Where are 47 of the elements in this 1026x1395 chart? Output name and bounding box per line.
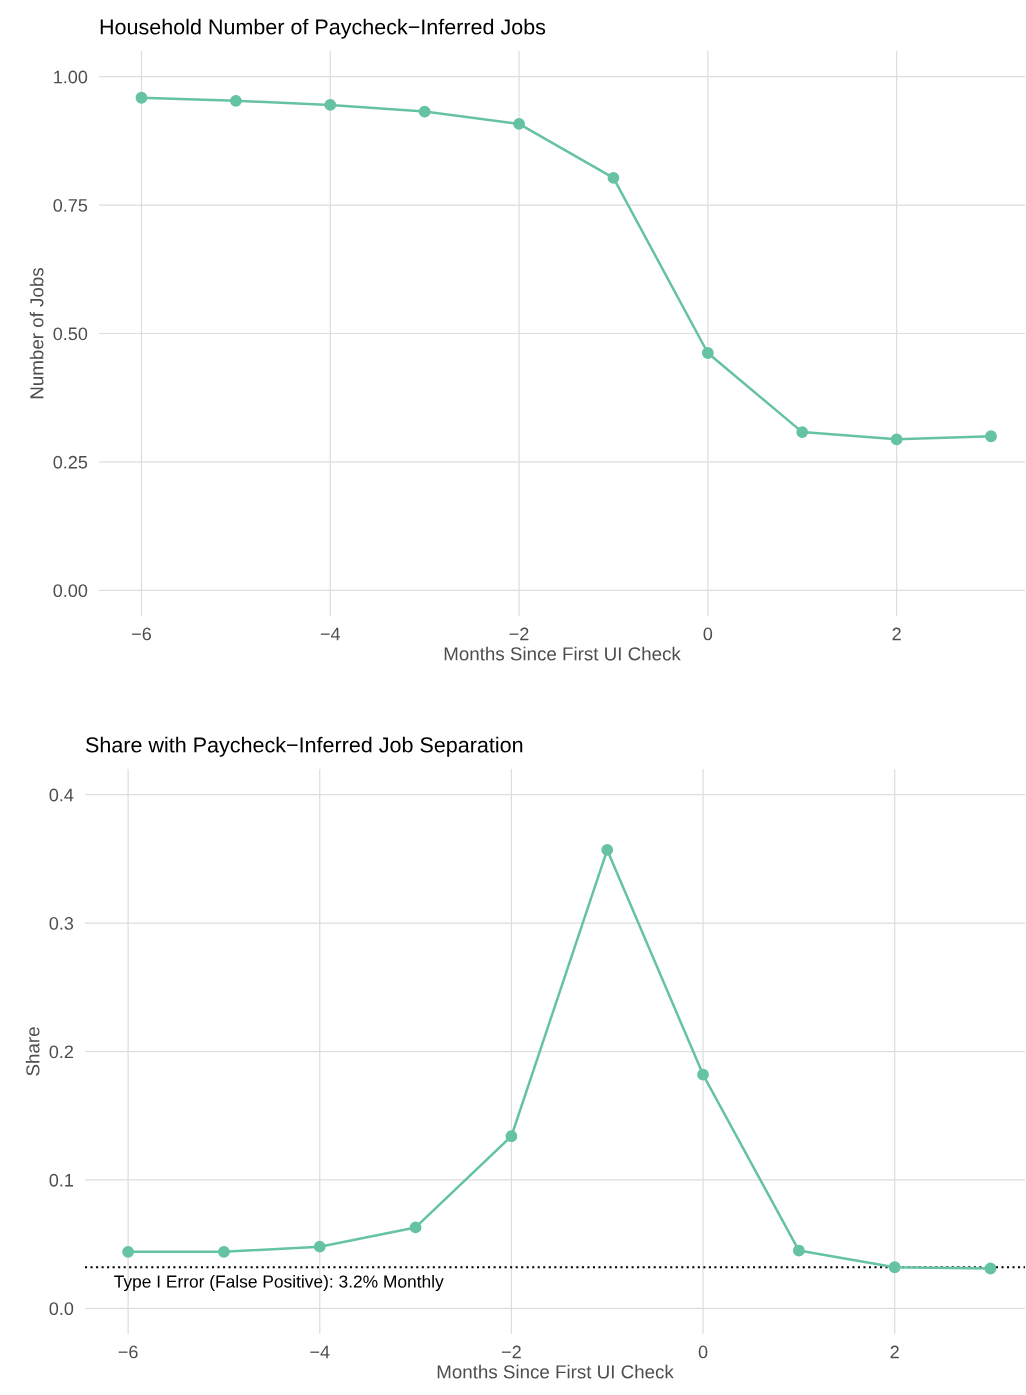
y-tick-label: 0.75 xyxy=(53,199,88,212)
point xyxy=(607,171,620,184)
y-tick-label: 0.4 xyxy=(49,788,74,802)
point xyxy=(122,1245,135,1258)
y-tick-label: 1.00 xyxy=(54,70,88,84)
x-tick-label: −2 xyxy=(509,627,529,641)
x-tick-label: 0 xyxy=(703,627,713,641)
point xyxy=(796,426,809,439)
point xyxy=(984,1262,997,1275)
y-axis-title: Share xyxy=(25,1027,40,1076)
y-tick-label: 0.00 xyxy=(53,584,88,598)
ref-line-label: Type I Error (False Positive): 3.2% Monthly xyxy=(114,1274,444,1292)
y-tick-label: 0.1 xyxy=(49,1173,74,1187)
x-tick-label: −6 xyxy=(118,1345,138,1359)
y-tick-label: 0.2 xyxy=(49,1045,73,1059)
y-tick-label: 0.25 xyxy=(53,455,88,469)
point xyxy=(409,1221,422,1234)
point xyxy=(890,433,903,446)
point xyxy=(792,1244,805,1257)
x-tick-label: 2 xyxy=(892,627,901,641)
x-tick-label: −4 xyxy=(320,627,341,641)
point xyxy=(505,1130,518,1143)
x-tick-label: −6 xyxy=(132,627,151,641)
point xyxy=(418,105,431,118)
chart-title: Household Number of Paycheck−Inferred Jobs xyxy=(100,18,546,39)
y-tick-label: 0.3 xyxy=(49,917,74,930)
chart-title: Share with Paycheck−Inferred Job Separation xyxy=(85,736,523,757)
x-tick-label: −2 xyxy=(502,1345,521,1359)
point xyxy=(697,1068,709,1081)
x-axis-title: Months Since First UI Check xyxy=(444,646,681,661)
point xyxy=(888,1261,901,1274)
y-tick-label: 0.50 xyxy=(53,327,88,341)
x-axis-title: Months Since First UI Check xyxy=(437,1364,674,1379)
point xyxy=(324,99,337,111)
y-tick-label: 0.0 xyxy=(49,1302,74,1316)
x-tick-label: 0 xyxy=(698,1345,708,1359)
point xyxy=(513,118,525,130)
point xyxy=(218,1245,230,1258)
point xyxy=(985,430,997,443)
y-axis-title: Number of Jobs xyxy=(29,268,44,399)
x-tick-label: −4 xyxy=(310,1345,330,1359)
point xyxy=(229,94,242,107)
point xyxy=(313,1240,326,1253)
x-tick-label: 2 xyxy=(890,1345,899,1359)
point xyxy=(135,91,148,104)
point xyxy=(701,347,714,359)
point xyxy=(601,843,614,856)
